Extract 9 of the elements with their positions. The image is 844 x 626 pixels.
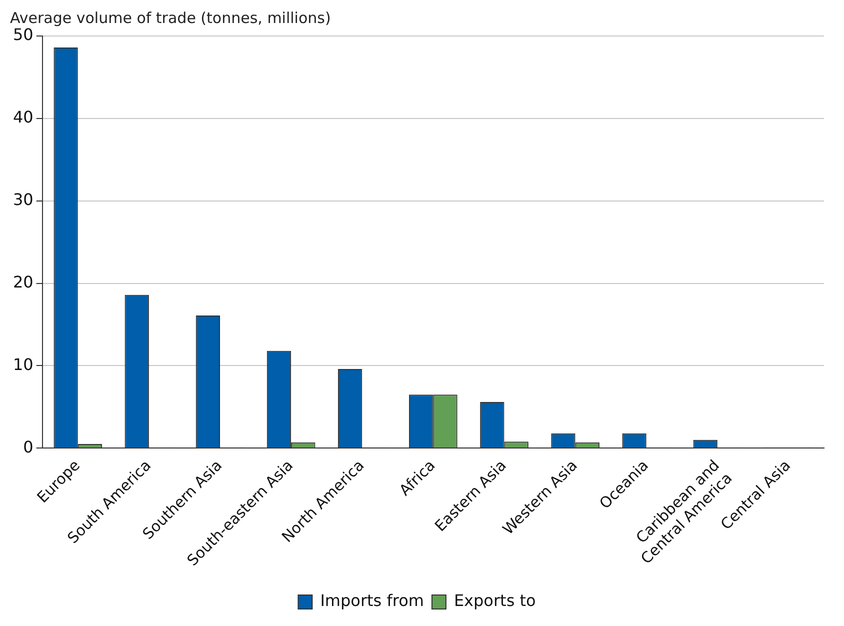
y-tick-label: 10 [13,354,34,374]
legend-label: Imports from [320,591,424,610]
legend-label: Exports to [454,591,536,610]
y-tick-label: 50 [13,25,34,44]
y-tick-label: 30 [13,190,34,210]
y-tick-label: 0 [23,437,34,456]
y-tick-label: 20 [13,272,34,292]
chart-title: Average volume of trade (tonnes, millions) [10,8,331,27]
y-tick-label: 40 [13,108,34,127]
